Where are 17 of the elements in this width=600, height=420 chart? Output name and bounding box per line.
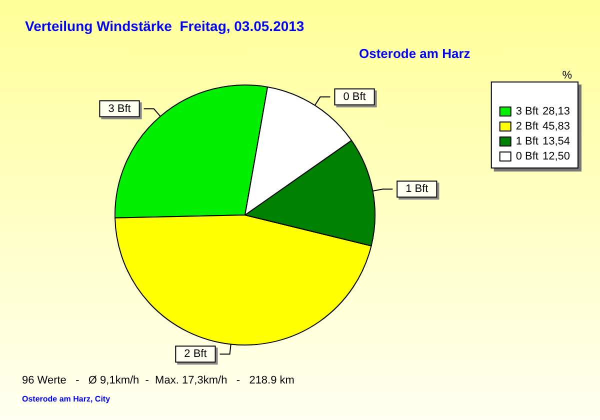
text: 96 Werte - Ø 9,1km/h - Max. 17,3km/h - 218.9 km (22, 374, 294, 386)
data-label: 45,83 (542, 120, 570, 132)
text: Osterode am Harz, City (22, 394, 111, 404)
slice-label: 1 Bft (406, 183, 428, 196)
slice-label: 2 Bft (184, 348, 207, 360)
chart-title: Verteilung Windstärke Freitag, 03.05.2013 (25, 18, 304, 34)
data-label: 12,50 (542, 150, 570, 162)
slice-label: 0 Bft (343, 90, 366, 103)
slice-label: 3 Bft (108, 102, 131, 115)
legend-label: 3 Bft (516, 106, 538, 118)
data-label: 13,54 (542, 136, 570, 148)
legend-label: 2 Bft (516, 120, 538, 132)
legend-label: 0 Bft (516, 150, 538, 162)
legend-title: % (562, 70, 572, 82)
data-label: 28,13 (542, 106, 570, 118)
chart-subtitle: Osterode am Harz (359, 46, 471, 61)
legend-label: 1 Bft (516, 136, 538, 148)
